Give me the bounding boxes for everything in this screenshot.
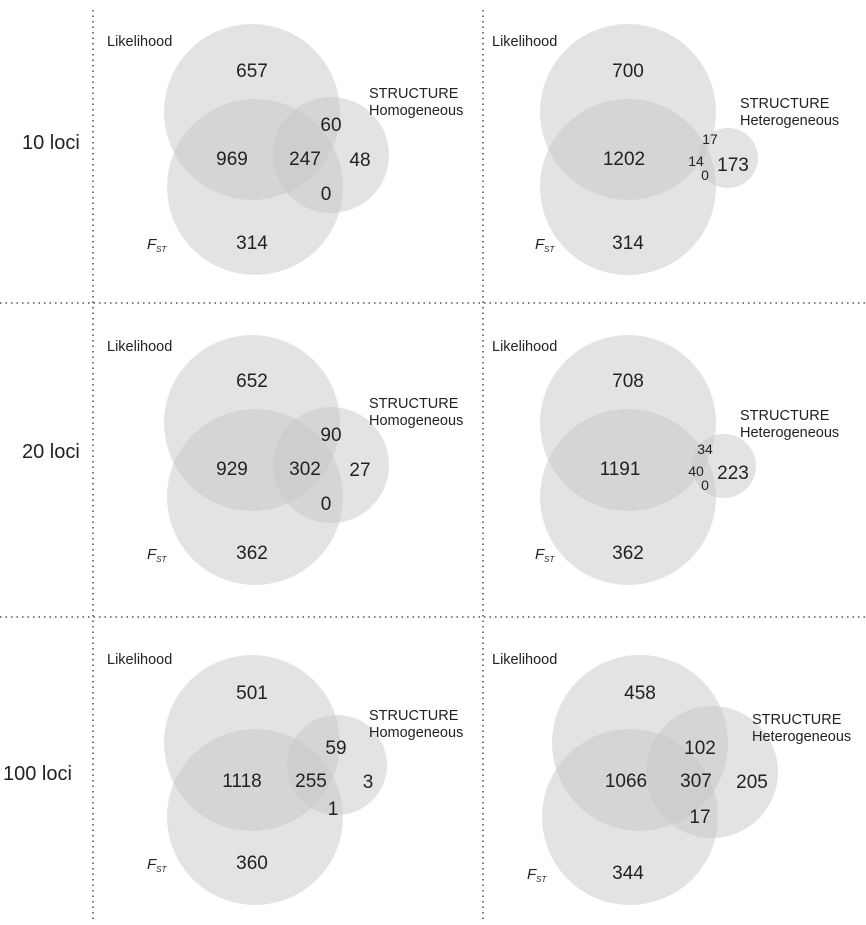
structure-circle	[273, 407, 389, 523]
value-all-three: 307	[680, 771, 712, 792]
likelihood-label: Likelihood	[107, 34, 172, 50]
structure-label-line1: STRUCTURE	[369, 396, 459, 412]
value-all-three: 247	[289, 149, 321, 170]
value-fst-structure: 17	[689, 807, 710, 828]
value-structure-only: 205	[736, 772, 768, 793]
value-likelihood-only: 700	[612, 61, 644, 82]
structure-label-line2: Heterogeneous	[752, 729, 851, 745]
fst-label: FST	[527, 866, 548, 884]
structure-label-line2: Heterogeneous	[740, 113, 839, 129]
value-fst-only: 360	[236, 853, 268, 874]
value-fst-structure: 0	[701, 477, 709, 493]
value-structure-only: 223	[717, 463, 749, 484]
value-likelihood-only: 501	[236, 683, 268, 704]
value-structure-only: 48	[349, 150, 370, 171]
value-all-three: 40	[688, 463, 704, 479]
value-likelihood-only: 708	[612, 371, 644, 392]
value-likelihood-structure: 102	[684, 738, 716, 759]
structure-label-line1: STRUCTURE	[740, 408, 830, 424]
value-structure-only: 3	[363, 772, 374, 793]
structure-circle	[692, 434, 756, 498]
fst-label: FST	[535, 236, 556, 254]
likelihood-label: Likelihood	[107, 339, 172, 355]
structure-circle	[646, 706, 778, 838]
venn-panel-20-loci-heterogeneous: Likelihood STRUCTURE Heterogeneous FST 7…	[492, 335, 839, 585]
value-likelihood-structure: 17	[702, 131, 718, 147]
value-likelihood-only: 652	[236, 371, 268, 392]
venn-panel-10-loci-homogeneous: Likelihood STRUCTURE Homogeneous FST 657…	[107, 24, 463, 275]
structure-label-line1: STRUCTURE	[752, 712, 842, 728]
value-likelihood-fst: 1066	[605, 771, 647, 792]
likelihood-label: Likelihood	[107, 652, 172, 668]
structure-circle	[287, 715, 387, 815]
venn-panel-100-loci-homogeneous: Likelihood STRUCTURE Homogeneous FST 501…	[107, 652, 463, 905]
value-likelihood-fst: 1118	[222, 771, 261, 792]
value-fst-only: 362	[236, 543, 268, 564]
row-label-100-loci: 100 loci	[3, 763, 72, 785]
venn-panel-10-loci-heterogeneous: Likelihood STRUCTURE Heterogeneous FST 7…	[492, 24, 839, 275]
structure-label-line2: Homogeneous	[369, 413, 463, 429]
structure-label-line1: STRUCTURE	[369, 708, 459, 724]
structure-circle	[273, 97, 389, 213]
value-likelihood-structure: 34	[697, 441, 713, 457]
value-likelihood-structure: 90	[320, 425, 341, 446]
value-fst-structure: 1	[328, 799, 339, 820]
structure-label-line2: Heterogeneous	[740, 425, 839, 441]
fst-label: FST	[147, 236, 168, 254]
value-fst-only: 344	[612, 863, 644, 884]
venn-panel-100-loci-heterogeneous: Likelihood STRUCTURE Heterogeneous FST 4…	[492, 652, 851, 905]
value-likelihood-structure: 59	[325, 738, 346, 759]
value-all-three: 255	[295, 771, 327, 792]
value-fst-only: 362	[612, 543, 644, 564]
value-fst-structure: 0	[321, 494, 332, 515]
structure-circle	[698, 128, 758, 188]
structure-label-line2: Homogeneous	[369, 725, 463, 741]
value-likelihood-fst: 1191	[600, 459, 641, 480]
fst-circle	[540, 99, 716, 275]
value-likelihood-only: 657	[236, 61, 268, 82]
value-likelihood-fst: 969	[216, 149, 248, 170]
value-likelihood-only: 458	[624, 683, 656, 704]
value-likelihood-structure: 60	[320, 115, 341, 136]
value-structure-only: 173	[717, 155, 749, 176]
likelihood-label: Likelihood	[492, 34, 557, 50]
value-fst-only: 314	[236, 233, 268, 254]
grid-dividers	[0, 10, 866, 920]
fst-label: FST	[147, 546, 168, 564]
row-label-10-loci: 10 loci	[22, 132, 80, 154]
fst-label: FST	[535, 546, 556, 564]
likelihood-label: Likelihood	[492, 652, 557, 668]
structure-label-line1: STRUCTURE	[369, 86, 459, 102]
value-fst-only: 314	[612, 233, 644, 254]
structure-label-line2: Homogeneous	[369, 103, 463, 119]
value-likelihood-fst: 1202	[603, 149, 645, 170]
fst-circle	[540, 409, 716, 585]
value-likelihood-fst: 929	[216, 459, 248, 480]
row-label-20-loci: 20 loci	[22, 441, 80, 463]
likelihood-label: Likelihood	[492, 339, 557, 355]
value-fst-structure: 0	[701, 167, 709, 183]
value-fst-structure: 0	[321, 184, 332, 205]
fst-label: FST	[147, 856, 168, 874]
value-structure-only: 27	[349, 460, 370, 481]
structure-label-line1: STRUCTURE	[740, 96, 830, 112]
value-all-three: 302	[289, 459, 321, 480]
venn-panel-20-loci-homogeneous: Likelihood STRUCTURE Homogeneous FST 652…	[107, 335, 463, 585]
value-all-three: 14	[688, 153, 704, 169]
